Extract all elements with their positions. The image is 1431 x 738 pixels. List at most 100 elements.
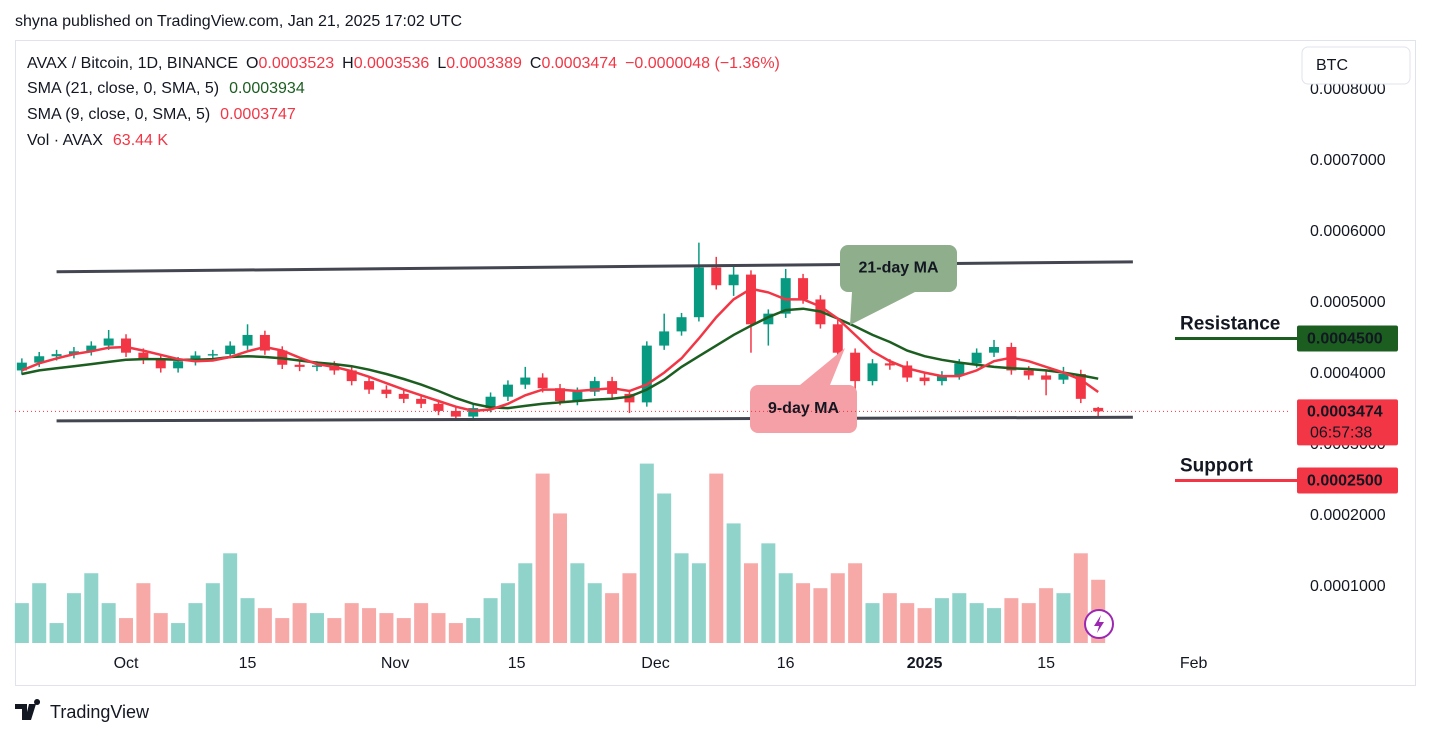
volume-bar <box>535 473 550 643</box>
plot: 0.0008000 0.0007000 0.0006000 0.0005000 0.00… <box>14 81 1398 672</box>
x-tick-label: 2025 <box>907 655 943 672</box>
candle-body <box>537 377 548 389</box>
x-tick-label: Oct <box>114 655 139 672</box>
volume-bar <box>448 623 463 643</box>
volume-value: 63.44 K <box>113 132 168 149</box>
candle-body <box>1023 370 1034 376</box>
candle-body <box>294 364 305 367</box>
candle-body <box>884 363 895 366</box>
candle-body <box>381 389 392 394</box>
candle-body <box>850 352 861 382</box>
volume-bar <box>362 608 377 643</box>
candle-body <box>450 410 461 417</box>
y-tick-label: 0.0005000 <box>1310 294 1386 311</box>
candle-body <box>103 338 114 346</box>
volume-bar <box>622 573 637 643</box>
volume-bar <box>1056 593 1071 643</box>
volume-bar <box>674 553 689 643</box>
x-tick-label: Dec <box>641 655 669 672</box>
candle-body <box>485 396 496 409</box>
moving-average <box>21 307 1099 410</box>
candle-body <box>364 381 375 390</box>
candle-body <box>225 345 236 355</box>
volume-bar <box>987 608 1002 643</box>
volume-bar <box>813 588 828 643</box>
volume-bar <box>518 563 533 643</box>
sma9-value: 0.0003747 <box>220 106 296 123</box>
legend-line: SMA (9, close, 0, SMA, 5) 0.0003747 <box>27 106 296 123</box>
candle-body <box>989 347 1000 353</box>
volume-bar <box>1073 553 1088 643</box>
annotation-label: 9-day MA <box>768 400 840 417</box>
y-tick-label: 0.0006000 <box>1310 223 1386 240</box>
candle-body <box>780 278 791 314</box>
candle-body <box>693 267 704 318</box>
candle-body <box>711 267 722 286</box>
close-value: 0.0003474 <box>541 55 617 72</box>
high-value: 0.0003536 <box>354 55 430 72</box>
volume-bar <box>553 513 568 643</box>
annotation-bubble <box>840 245 957 292</box>
volume-bar <box>743 563 758 643</box>
y-tick-label: 0.0007000 <box>1310 152 1386 169</box>
y-tick-label: 0.0002000 <box>1310 507 1386 524</box>
volume-bar <box>605 593 620 643</box>
currency-button[interactable] <box>1301 46 1411 85</box>
volume-bar <box>84 573 99 643</box>
countdown: 06:57:38 <box>1310 425 1372 442</box>
volume-bar <box>1021 603 1036 643</box>
candle-body <box>86 345 97 352</box>
annotation-label: 21-day MA <box>858 260 938 277</box>
candle-body <box>520 377 531 385</box>
candle-body <box>121 338 132 353</box>
close-label: C <box>530 55 542 72</box>
level-label: Support <box>1180 456 1253 477</box>
volume-bar <box>292 603 307 643</box>
candle-body <box>468 408 479 417</box>
volume-bar <box>952 593 967 643</box>
volume-bar <box>657 493 672 643</box>
volume-bar <box>431 613 446 643</box>
alert-bolt <box>1094 615 1104 633</box>
candle-body <box>433 403 444 411</box>
candle-body <box>1075 373 1086 399</box>
volume-bar <box>969 603 984 643</box>
volume-bar <box>396 618 411 643</box>
candle-body <box>173 361 184 369</box>
candle-body <box>138 352 149 360</box>
footer-logo: TradingView <box>50 702 150 722</box>
volume-bar <box>796 583 811 643</box>
volume-label: Vol · AVAX <box>27 132 103 149</box>
candle-body <box>502 384 513 397</box>
volume-bar <box>882 593 897 643</box>
volume-bar <box>171 623 186 643</box>
volume-bar <box>1004 598 1019 643</box>
volume-bar <box>136 583 151 643</box>
low-label: L <box>437 55 446 72</box>
candle-body <box>624 393 635 403</box>
header: shyna published on TradingView.com, Jan … <box>15 13 462 30</box>
candle-body <box>867 363 878 382</box>
volume-bar <box>119 618 134 643</box>
volume-bar <box>466 618 481 643</box>
volume-bar <box>934 598 949 643</box>
volume-bar <box>917 608 932 643</box>
candle-body <box>51 354 62 357</box>
candle-body <box>936 375 947 382</box>
volume-bar <box>49 623 64 643</box>
volume-bar <box>1039 588 1054 643</box>
candle-body <box>555 388 566 401</box>
volume-bar <box>32 583 47 643</box>
candle-body <box>572 391 583 401</box>
y-tick-label: 0.0001000 <box>1310 578 1386 595</box>
volume-bar <box>848 563 863 643</box>
sma21-value: 0.0003934 <box>229 80 305 97</box>
legend-line: Vol · AVAX 63.44 K <box>27 132 168 149</box>
volume-bar <box>344 603 359 643</box>
y-tick-label: 0.0004000 <box>1310 365 1386 382</box>
volume-bar <box>570 563 585 643</box>
volume-bar <box>709 473 724 643</box>
last-price-tag <box>1297 399 1398 446</box>
candle-body <box>659 331 670 346</box>
candle-body <box>34 356 45 363</box>
